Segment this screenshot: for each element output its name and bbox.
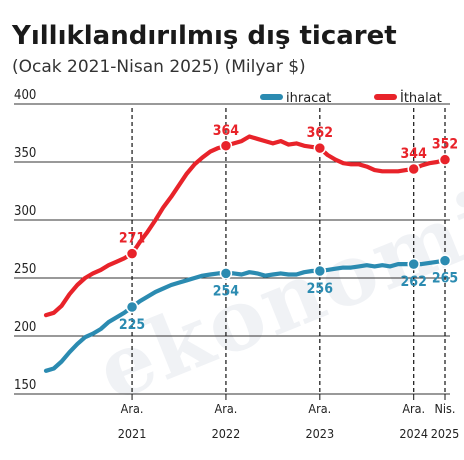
series-layer bbox=[43, 134, 448, 373]
data-label-ihracat-2025-04: 265 bbox=[432, 271, 458, 287]
point-marker-ihracat-2022-12 bbox=[219, 267, 233, 280]
y-tick-label-400: 400 bbox=[14, 88, 36, 103]
x-tick-month-2023: Ara. bbox=[308, 401, 331, 416]
point-marker-ithalat-2021-12 bbox=[125, 247, 139, 260]
series-line-ithalat bbox=[43, 134, 448, 318]
point-marker-ihracat-2021-12 bbox=[125, 300, 139, 314]
data-label-ihracat-2022-12: 254 bbox=[213, 283, 240, 299]
y-tick-label-350: 350 bbox=[14, 146, 36, 161]
x-tick-month-2021: Ara. bbox=[121, 401, 144, 416]
point-marker-ithalat-2024-12 bbox=[407, 162, 420, 176]
data-label-ihracat-2024-12: 262 bbox=[401, 274, 427, 290]
y-tick-label-150: 150 bbox=[14, 378, 36, 393]
data-label-ithalat-2024-12: 344 bbox=[401, 146, 428, 162]
y-tick-label-250: 250 bbox=[14, 262, 36, 277]
data-label-ithalat-2025-04: 352 bbox=[432, 137, 458, 153]
legend-label-ithalat: İthalat bbox=[400, 90, 442, 106]
legend: ihracat İthalat bbox=[260, 90, 442, 106]
point-marker-ihracat-2023-12 bbox=[313, 264, 327, 278]
chart-subtitle: (Ocak 2021-Nisan 2025) (Milyar $) bbox=[12, 57, 306, 77]
x-tick-month-2022: Ara. bbox=[215, 401, 238, 416]
x-tick-year-2025: 2025 bbox=[431, 426, 460, 441]
point-marker-ithalat-2023-12 bbox=[313, 141, 327, 155]
data-label-ithalat-2022-12: 364 bbox=[213, 123, 240, 139]
grid-layer: 400 350 300 250 200 150 bbox=[14, 88, 450, 395]
y-tick-label-200: 200 bbox=[14, 320, 36, 335]
legend-label-ihracat: ihracat bbox=[286, 91, 331, 106]
axis-layer: Ara. 2021 Ara. 2022 Ara. 2023 Ara. 2024 Nis. 2025 bbox=[118, 394, 460, 441]
x-tick-month-2025: Nis. bbox=[435, 401, 456, 416]
x-tick-year-2021: 2021 bbox=[118, 426, 147, 441]
series-line-ihracat bbox=[43, 258, 448, 373]
data-label-ithalat-2021-12: 271 bbox=[119, 231, 145, 247]
chart-title: Yıllıklandırılmış dış ticaret bbox=[11, 21, 397, 51]
point-marker-ithalat-2022-12 bbox=[219, 139, 233, 153]
x-tick-year-2023: 2023 bbox=[306, 426, 335, 441]
y-tick-label-300: 300 bbox=[14, 204, 36, 219]
x-tick-month-2024: Ara. bbox=[402, 401, 425, 416]
x-tick-year-2022: 2022 bbox=[212, 426, 241, 441]
data-label-ithalat-2023-12: 362 bbox=[307, 125, 333, 141]
data-label-ihracat-2021-12: 225 bbox=[119, 317, 145, 333]
marker-layer bbox=[125, 139, 452, 314]
x-tick-year-2024: 2024 bbox=[399, 426, 428, 441]
watermark-logo: ekonomi bbox=[83, 171, 464, 420]
data-label-ihracat-2023-12: 256 bbox=[307, 281, 334, 297]
point-marker-ihracat-2025-04 bbox=[438, 254, 452, 267]
point-marker-ihracat-2024-12 bbox=[407, 257, 420, 271]
point-marker-ithalat-2025-04 bbox=[438, 153, 452, 166]
